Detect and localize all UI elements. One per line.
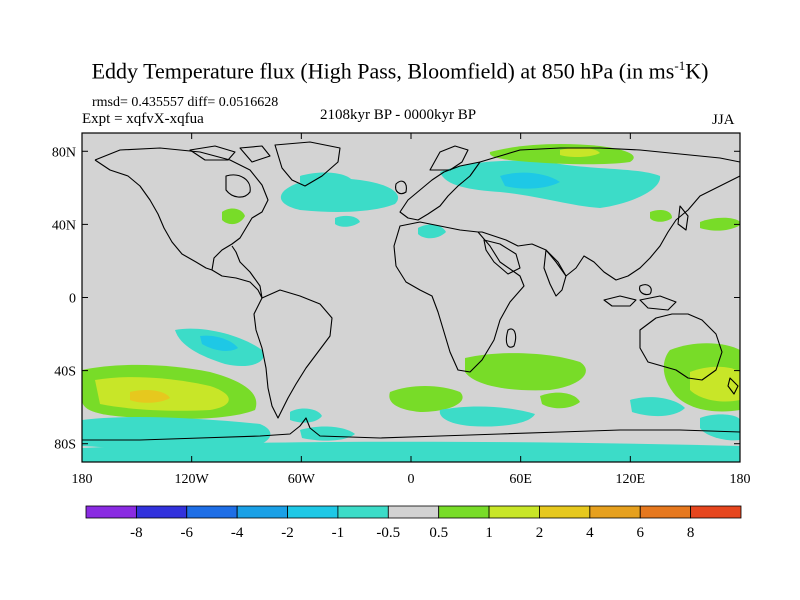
- coast-australia: [639, 313, 723, 381]
- map-area: [82, 133, 740, 462]
- coast-indonesia: [603, 284, 677, 311]
- colorbar-label: -8: [130, 525, 143, 541]
- anomaly-cyan-s-atlantic: [290, 408, 322, 423]
- rmsd-stats: rmsd= 0.435557 diff= 0.0516628: [92, 95, 279, 110]
- latitude-axis: 80N 40N 0 40S 80S: [52, 145, 740, 453]
- coast-india: [543, 249, 567, 297]
- coast-scandinavia: [429, 145, 469, 171]
- colorbar-label: 1: [485, 525, 493, 541]
- coast-south-america: [253, 289, 333, 419]
- anomaly-cyan-s-indian: [439, 406, 535, 427]
- colorbar-label: -1: [332, 525, 345, 541]
- colorbar-swatch: [589, 505, 641, 519]
- lat-tick-label: 40S: [54, 365, 76, 380]
- anomaly-cyan-canada: [300, 172, 352, 187]
- coast-north-america: [94, 147, 269, 299]
- colorbar-label: 2: [536, 525, 544, 541]
- coast-antarctica: [82, 417, 740, 441]
- lon-tick-label: 120E: [616, 472, 646, 487]
- anomaly-cyan-s-pacific-deep: [200, 335, 238, 351]
- colorbar-swatch: [186, 505, 238, 519]
- colorbar-label: 8: [687, 525, 695, 541]
- colorbar-label: 0.5: [429, 525, 448, 541]
- lat-tick-label: 80N: [52, 145, 76, 160]
- lon-tick-label: 120W: [175, 472, 210, 487]
- anomaly-cyan-siberia-deep: [500, 172, 560, 189]
- colorbar-label: -6: [181, 525, 194, 541]
- anomaly-green-s-atlantic: [389, 386, 463, 412]
- lon-tick-label: 60W: [288, 472, 316, 487]
- lat-tick-label: 0: [69, 292, 76, 307]
- colorbar-swatch: [387, 505, 440, 519]
- lon-tick-label: 0: [408, 472, 415, 487]
- coast-asia: [478, 147, 740, 281]
- colorbar-swatch: [85, 505, 137, 519]
- coast-greenland: [274, 141, 341, 187]
- colorbar-swatch: [639, 505, 692, 519]
- plot-title: Eddy Temperature flux (High Pass, Bloomf…: [91, 58, 709, 84]
- coast-british-isles: [395, 180, 407, 195]
- coast-hudson-bay: [225, 174, 251, 198]
- coast-arabia: [483, 239, 521, 275]
- coast-europe: [399, 161, 481, 221]
- colorbar-swatch: [539, 505, 591, 519]
- colorbar-label: -0.5: [376, 525, 400, 541]
- experiment-label: Expt = xqfvX-xqfua: [82, 111, 204, 127]
- anomaly-yellow-australia-south: [690, 366, 740, 402]
- anomaly-cyan-antarctic-band: [82, 441, 740, 462]
- anomaly-cyan-mid-atlantic: [335, 215, 360, 227]
- lat-tick-label: 40N: [52, 218, 76, 233]
- anomaly-cyan-antarctic-east: [700, 414, 740, 441]
- colorbar-swatch: [236, 505, 288, 519]
- anomaly-cyan-mediterranean: [418, 224, 446, 239]
- anomaly-green-nw-pacific: [700, 217, 740, 231]
- anomaly-cyan-se-pacific: [630, 397, 685, 417]
- anomaly-fields: [82, 144, 740, 462]
- coast-japan: [677, 205, 689, 231]
- longitude-axis: 180 120W 60W 0 60E 120E 180: [72, 133, 751, 487]
- coast-north-america-west: [94, 159, 213, 271]
- lon-tick-label: 180: [730, 472, 751, 487]
- anomaly-orange-s-pacific: [130, 390, 170, 403]
- colorbar-swatch: [690, 505, 742, 519]
- colorbar-swatch: [337, 505, 389, 519]
- lon-tick-label: 60E: [509, 472, 532, 487]
- colorbar-label: -2: [281, 525, 294, 541]
- anomaly-green-s-atlantic-east: [540, 392, 580, 409]
- anomaly-green-s-indian: [465, 353, 586, 391]
- period-label: 2108kyr BP - 0000kyr BP: [320, 107, 477, 123]
- coast-africa: [393, 221, 525, 373]
- colorbar-swatch: [438, 505, 490, 519]
- anomaly-green-japan: [650, 210, 672, 222]
- anomaly-cyan-n-atlantic: [280, 178, 399, 212]
- colorbar-label: -4: [231, 525, 244, 541]
- colorbar-swatch: [287, 505, 339, 519]
- coast-new-zealand: [727, 377, 739, 395]
- colorbar: -8 -6 -4 -2 -1 -0.5 0.5 1 2 4 6 8: [85, 505, 742, 541]
- lon-tick-label: 180: [72, 472, 93, 487]
- coastlines: [82, 141, 740, 441]
- colorbar-label: 6: [636, 525, 644, 541]
- colorbar-label: 4: [586, 525, 594, 541]
- anomaly-yellow-arctic: [560, 147, 600, 158]
- coast-madagascar: [505, 328, 517, 348]
- colorbar-swatch: [135, 505, 188, 519]
- season-label: JJA: [712, 112, 735, 128]
- coast-canadian-arctic: [189, 145, 271, 163]
- colorbar-swatch: [488, 505, 540, 519]
- anomaly-green-atlantic-small: [222, 208, 245, 225]
- lat-tick-label: 80S: [54, 438, 76, 453]
- anomaly-cyan-s-pacific-south: [82, 417, 271, 451]
